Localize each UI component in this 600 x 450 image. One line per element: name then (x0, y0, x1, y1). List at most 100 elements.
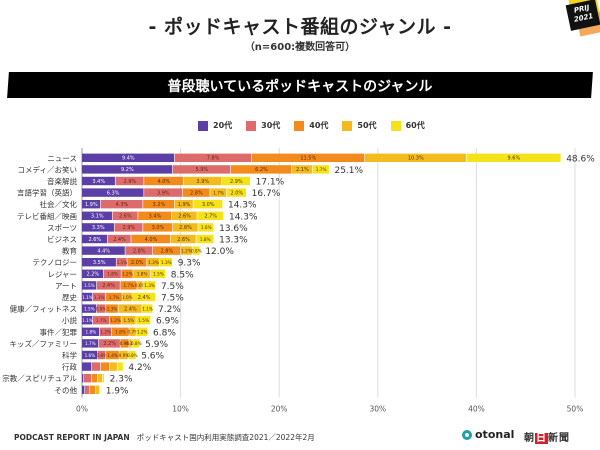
total-value-label: 4.2% (128, 363, 151, 373)
category-label: コメディ／お笑い (18, 164, 77, 174)
segment-value-label: 9.4% (122, 156, 135, 162)
category-label: その他 (55, 385, 78, 395)
asahi-logo-part1: 朝 (524, 433, 535, 444)
segment-value-label: 4.0% (145, 237, 158, 243)
category-label: レジャー (47, 270, 77, 279)
segment-value-label: 1.6% (201, 225, 212, 230)
segment-value-label: 2.8% (133, 248, 146, 254)
segment-value-label: 1.3% (148, 260, 159, 265)
segment-value-label: 1.4% (107, 353, 118, 358)
total-value-label: 5.9% (145, 340, 168, 350)
category-label: 科学 (62, 350, 77, 360)
segment-value-label: 10.3% (408, 156, 424, 162)
segment-value-label: 6.2% (255, 167, 268, 173)
segment-value-label: 2.9% (230, 179, 243, 185)
segment-value-label: 3.2% (153, 202, 166, 208)
segment-value-label: 2.6% (88, 237, 101, 243)
stacked-bar-chart: 0%10%20%30%40%50%ニュース9.4%7.8%11.5%10.3%9… (0, 0, 600, 450)
segment-value-label: 1.2% (100, 330, 111, 335)
segment-value-label: 2.6% (178, 214, 191, 220)
segment-value-label: 2.2% (86, 272, 99, 278)
total-value-label: 48.6% (566, 154, 595, 164)
segment-value-label: 3.9% (157, 190, 170, 196)
segment-value-label: 2.8% (190, 190, 203, 196)
segment-value-label: 1.7% (316, 167, 327, 172)
footer-survey-name: ポッドキャスト国内利用実態調査2021／2022年2月 (137, 433, 315, 442)
asahi-logo-part3: 新聞 (548, 433, 570, 444)
bar-segment (82, 374, 83, 382)
bar-segment (103, 374, 104, 382)
segment-value-label: 0.8% (127, 353, 138, 358)
segment-value-label: 1.5% (84, 283, 95, 288)
segment-value-label: 1.9% (178, 202, 191, 208)
segment-value-label: 1.9% (85, 202, 98, 208)
segment-value-label: 3.4% (149, 214, 162, 220)
segment-value-label: 4.0% (157, 179, 170, 185)
segment-value-label: 0.8% (131, 341, 142, 346)
category-label: スポーツ (47, 223, 77, 232)
segment-value-label: 2.6% (177, 237, 190, 243)
segment-value-label: 1.7% (213, 190, 224, 195)
segment-value-label: 2.6% (179, 225, 192, 231)
segment-value-label: 2.1% (296, 167, 309, 173)
segment-value-label: 1.5% (138, 318, 149, 323)
segment-value-label: 2.8% (160, 248, 173, 254)
total-value-label: 14.3% (229, 212, 258, 222)
segment-value-label: 1.1% (142, 306, 153, 311)
otonal-logo-icon (462, 430, 472, 440)
segment-value-label: 1.1% (82, 295, 93, 300)
category-label: 言語学習（英語） (17, 188, 77, 198)
segment-value-label: 3.5% (93, 260, 106, 266)
segment-value-label: 1.6% (85, 353, 96, 358)
bar-segment (82, 362, 91, 370)
segment-value-label: 3.9% (196, 179, 209, 185)
x-tick-label: 30% (369, 405, 386, 414)
bar-segment (96, 386, 99, 394)
segment-value-label: 2.9% (122, 225, 135, 231)
category-label: 小説 (62, 315, 77, 325)
total-value-label: 13.3% (219, 236, 248, 246)
bar-segment (90, 386, 95, 394)
segment-value-label: 2.2% (103, 341, 116, 347)
segment-value-label: 1.2% (137, 330, 148, 335)
category-label: 教育 (62, 246, 77, 256)
segment-value-label: 0.9% (96, 306, 107, 311)
segment-value-label: 1.7% (109, 295, 120, 300)
category-label: テレビ番組／映画 (17, 211, 77, 221)
total-value-label: 17.1% (256, 178, 285, 188)
bar-segment (117, 362, 122, 370)
segment-value-label: 1.7% (96, 318, 107, 323)
segment-value-label: 1.3% (144, 283, 155, 288)
segment-value-label: 1.5% (84, 306, 95, 311)
segment-value-label: 1.8% (86, 330, 97, 335)
x-tick-label: 20% (271, 405, 288, 414)
segment-value-label: 11.5% (300, 156, 316, 162)
total-value-label: 1.9% (106, 386, 129, 396)
category-label: ニュース (47, 154, 77, 163)
bar-segment (98, 374, 102, 382)
total-value-label: 12.0% (205, 247, 234, 257)
total-value-label: 7.5% (161, 294, 184, 304)
segment-value-label: 2.4% (124, 306, 137, 312)
total-value-label: 6.9% (156, 317, 179, 327)
segment-value-label: 1.5% (153, 272, 164, 277)
segment-value-label: 1.3% (161, 260, 172, 265)
segment-value-label: 9.6% (508, 156, 521, 162)
segment-value-label: 2.4% (102, 283, 115, 289)
segment-value-label: 5.9% (195, 167, 208, 173)
otonal-logo: otonal (462, 428, 514, 441)
segment-value-label: 2.4% (113, 237, 126, 243)
segment-value-label: 1.0% (122, 295, 133, 300)
segment-value-label: 1.8% (107, 272, 118, 277)
category-label: 歴史 (62, 292, 77, 302)
asahi-logo: 朝日新聞 (524, 429, 570, 444)
asahi-logo-part2: 日 (535, 433, 548, 444)
category-label: ビジネス (47, 235, 77, 244)
segment-value-label: 3.0% (202, 202, 215, 208)
category-label: キッズ／ファミリー (10, 338, 78, 348)
bar-segment (110, 362, 117, 370)
total-value-label: 8.5% (171, 270, 194, 280)
total-value-label: 5.6% (141, 352, 164, 362)
segment-value-label: 1.2% (110, 318, 121, 323)
segment-value-label: 0.8% (191, 248, 202, 253)
